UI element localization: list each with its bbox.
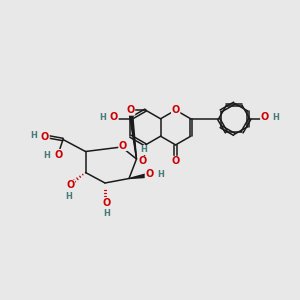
Text: H: H <box>99 113 106 122</box>
Text: H: H <box>272 113 279 122</box>
Text: H: H <box>103 209 110 218</box>
Text: O: O <box>41 131 49 142</box>
Text: H: H <box>66 192 72 201</box>
Text: O: O <box>110 112 118 122</box>
Text: H: H <box>44 152 50 160</box>
Text: H: H <box>158 169 164 178</box>
Text: O: O <box>172 105 180 115</box>
Text: H: H <box>141 146 147 154</box>
Text: O: O <box>172 156 180 167</box>
Polygon shape <box>129 174 147 178</box>
Text: O: O <box>66 180 75 190</box>
Text: H: H <box>31 130 37 140</box>
Text: O: O <box>261 112 269 122</box>
Polygon shape <box>129 110 136 159</box>
Text: O: O <box>119 140 127 151</box>
Text: O: O <box>145 169 154 179</box>
Text: O: O <box>138 156 147 167</box>
Text: O: O <box>102 197 111 208</box>
Text: O: O <box>54 149 63 160</box>
Text: O: O <box>126 105 135 115</box>
